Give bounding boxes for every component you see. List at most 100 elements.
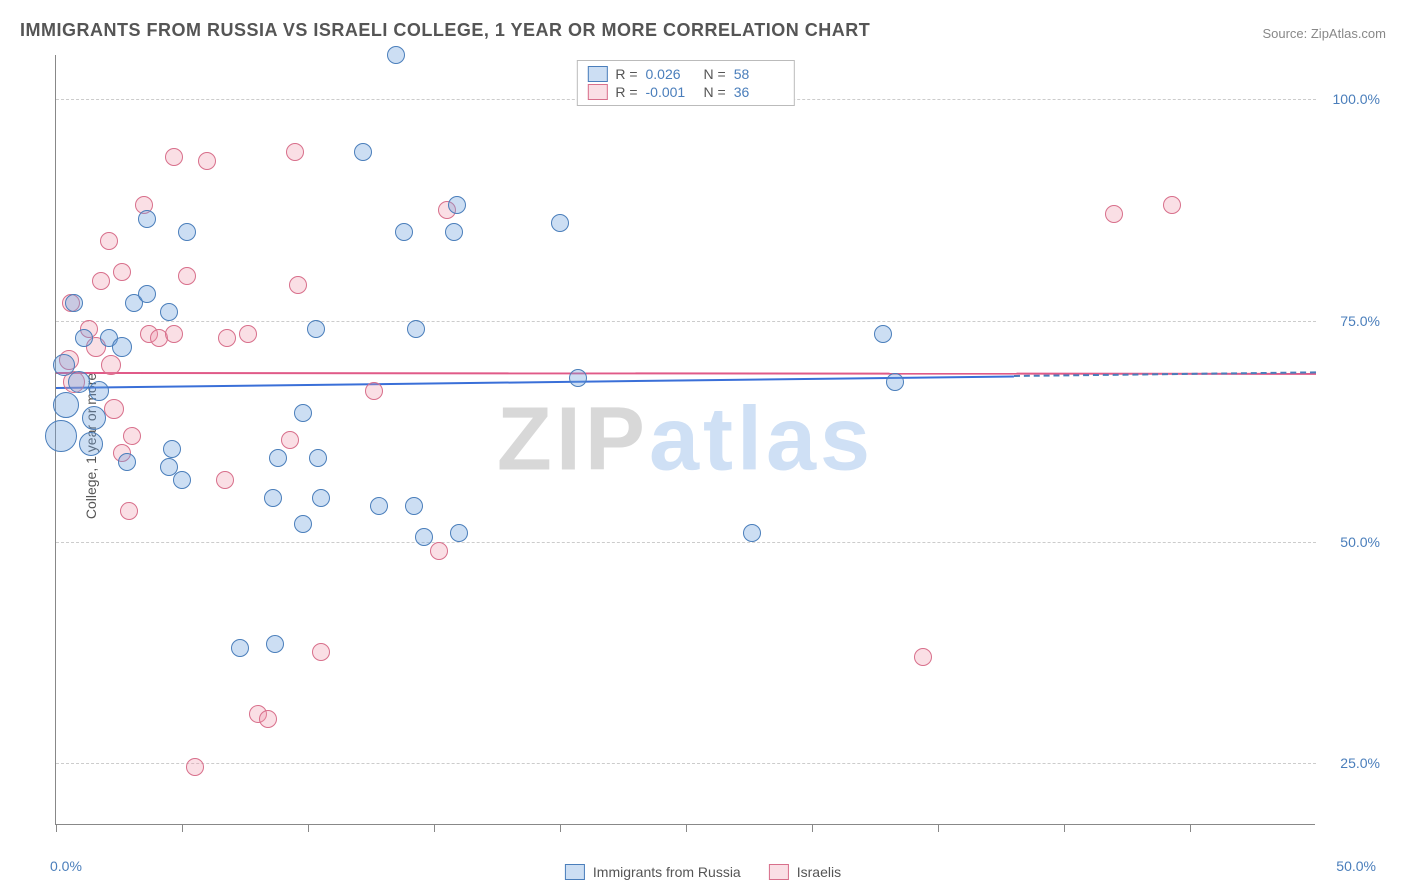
scatter-point-israelis xyxy=(113,263,131,281)
scatter-point-israelis xyxy=(100,232,118,250)
gridline xyxy=(56,542,1316,543)
scatter-point-russia xyxy=(294,515,312,533)
scatter-point-israelis xyxy=(1105,205,1123,223)
scatter-point-russia xyxy=(405,497,423,515)
scatter-point-russia xyxy=(407,320,425,338)
scatter-point-russia xyxy=(387,46,405,64)
chart-title: IMMIGRANTS FROM RUSSIA VS ISRAELI COLLEG… xyxy=(20,20,870,41)
scatter-point-russia xyxy=(68,371,90,393)
stats-row-series1: R = 0.026 N = 58 xyxy=(587,65,783,83)
scatter-point-russia xyxy=(79,432,103,456)
scatter-point-israelis xyxy=(239,325,257,343)
x-tick xyxy=(938,824,939,832)
scatter-point-israelis xyxy=(120,502,138,520)
swatch-series1 xyxy=(587,66,607,82)
watermark-part-2: atlas xyxy=(649,389,874,489)
scatter-point-russia xyxy=(354,143,372,161)
x-tick xyxy=(434,824,435,832)
scatter-point-russia xyxy=(75,329,93,347)
swatch-series2 xyxy=(769,864,789,880)
source-prefix: Source: xyxy=(1262,26,1310,41)
scatter-point-russia xyxy=(266,635,284,653)
scatter-point-israelis xyxy=(218,329,236,347)
scatter-point-israelis xyxy=(259,710,277,728)
correlation-stats-box: R = 0.026 N = 58 R = -0.001 N = 36 xyxy=(576,60,794,106)
scatter-point-russia xyxy=(370,497,388,515)
r-value-2: -0.001 xyxy=(646,84,696,100)
x-tick xyxy=(1190,824,1191,832)
scatter-point-russia xyxy=(309,449,327,467)
gridline xyxy=(56,763,1316,764)
swatch-series2 xyxy=(587,84,607,100)
legend-item-series1: Immigrants from Russia xyxy=(565,864,741,880)
x-tick xyxy=(182,824,183,832)
scatter-point-israelis xyxy=(216,471,234,489)
scatter-point-russia xyxy=(294,404,312,422)
scatter-point-israelis xyxy=(289,276,307,294)
swatch-series1 xyxy=(565,864,585,880)
r-value-1: 0.026 xyxy=(646,66,696,82)
legend-label-series2: Israelis xyxy=(797,864,841,880)
gridline xyxy=(56,321,1316,322)
scatter-point-russia xyxy=(886,373,904,391)
watermark: ZIPatlas xyxy=(497,388,874,491)
source-name: ZipAtlas.com xyxy=(1311,26,1386,41)
scatter-point-israelis xyxy=(92,272,110,290)
scatter-point-russia xyxy=(312,489,330,507)
scatter-point-israelis xyxy=(312,643,330,661)
scatter-point-russia xyxy=(112,337,132,357)
r-label-1: R = xyxy=(615,66,637,82)
trendline xyxy=(56,375,1014,389)
scatter-point-israelis xyxy=(198,152,216,170)
scatter-point-russia xyxy=(307,320,325,338)
scatter-point-russia xyxy=(551,214,569,232)
n-label-1: N = xyxy=(704,66,726,82)
scatter-point-russia xyxy=(569,369,587,387)
scatter-point-russia xyxy=(173,471,191,489)
scatter-point-israelis xyxy=(914,648,932,666)
n-value-2: 36 xyxy=(734,84,784,100)
scatter-point-israelis xyxy=(178,267,196,285)
scatter-point-israelis xyxy=(281,431,299,449)
x-tick xyxy=(560,824,561,832)
scatter-point-russia xyxy=(138,210,156,228)
y-tick-label: 25.0% xyxy=(1340,755,1380,771)
scatter-point-russia xyxy=(415,528,433,546)
scatter-point-russia xyxy=(89,381,109,401)
scatter-point-russia xyxy=(448,196,466,214)
scatter-point-israelis xyxy=(123,427,141,445)
stats-row-series2: R = -0.001 N = 36 xyxy=(587,83,783,101)
scatter-point-israelis xyxy=(1163,196,1181,214)
scatter-point-russia xyxy=(395,223,413,241)
scatter-point-russia xyxy=(743,524,761,542)
scatter-point-russia xyxy=(118,453,136,471)
n-label-2: N = xyxy=(704,84,726,100)
x-axis-max-label: 50.0% xyxy=(1336,858,1376,874)
scatter-point-israelis xyxy=(186,758,204,776)
x-tick xyxy=(56,824,57,832)
scatter-point-russia xyxy=(264,489,282,507)
scatter-point-israelis xyxy=(101,355,121,375)
legend-label-series1: Immigrants from Russia xyxy=(593,864,741,880)
scatter-point-russia xyxy=(163,440,181,458)
scatter-point-russia xyxy=(53,354,75,376)
bottom-legend: Immigrants from Russia Israelis xyxy=(565,864,841,880)
source-attribution: Source: ZipAtlas.com xyxy=(1262,26,1386,41)
scatter-point-israelis xyxy=(165,148,183,166)
scatter-point-israelis xyxy=(365,382,383,400)
scatter-point-russia xyxy=(450,524,468,542)
r-label-2: R = xyxy=(615,84,637,100)
legend-item-series2: Israelis xyxy=(769,864,841,880)
scatter-point-russia xyxy=(231,639,249,657)
scatter-point-russia xyxy=(138,285,156,303)
scatter-point-israelis xyxy=(104,399,124,419)
scatter-point-russia xyxy=(178,223,196,241)
scatter-point-russia xyxy=(874,325,892,343)
x-axis-min-label: 0.0% xyxy=(50,858,82,874)
plot-area: ZIPatlas R = 0.026 N = 58 R = -0.001 N =… xyxy=(55,55,1315,825)
y-tick-label: 50.0% xyxy=(1340,534,1380,550)
x-tick xyxy=(686,824,687,832)
x-tick xyxy=(1064,824,1065,832)
watermark-part-1: ZIP xyxy=(497,389,649,489)
y-tick-label: 100.0% xyxy=(1333,91,1380,107)
